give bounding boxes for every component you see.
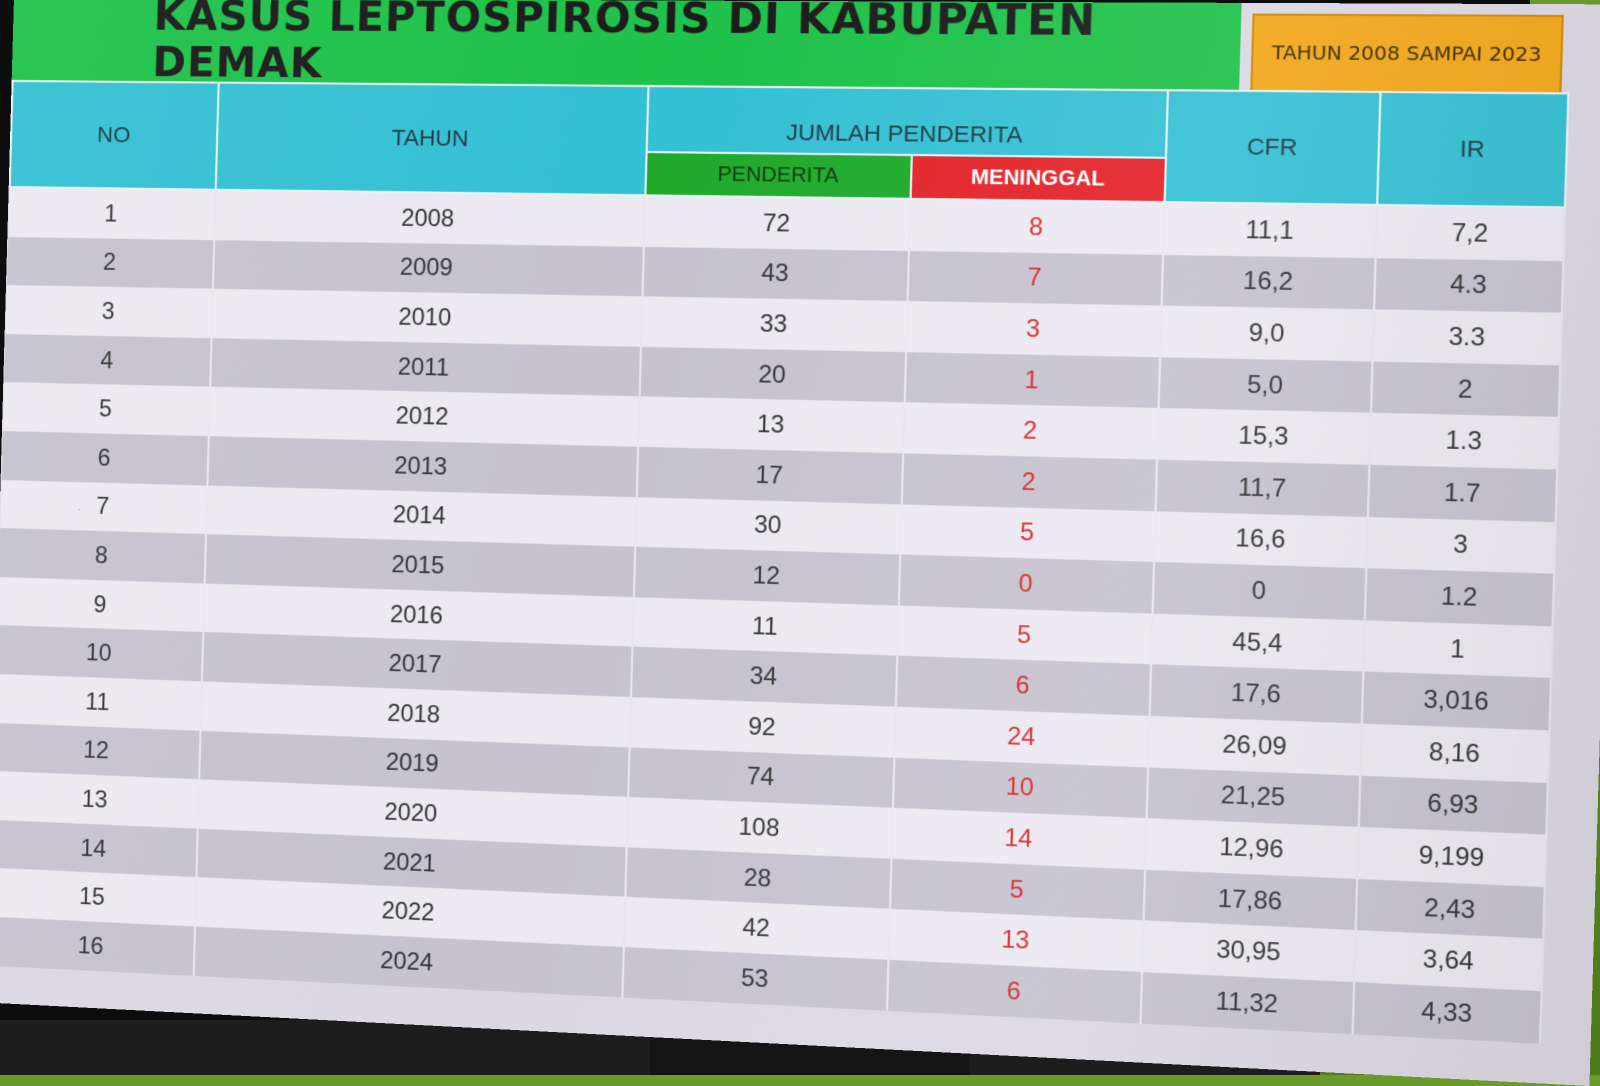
cell-meninggal: 8: [909, 199, 1165, 255]
cell-ir: 3: [1366, 517, 1555, 574]
leptospirosis-table: NO TAHUN JUMLAH PENDERITA CFR IR PENDERI…: [0, 80, 1570, 1043]
header-jumlah-penderita: JUMLAH PENDERITA: [647, 86, 1168, 158]
header-meninggal: MENINGGAL: [911, 155, 1166, 202]
cell-cfr: 11,7: [1156, 460, 1370, 517]
cell-ir: 2,43: [1356, 879, 1545, 939]
cell-meninggal: 0: [899, 555, 1154, 614]
cell-penderita: 17: [637, 447, 903, 504]
cell-ir: 1.7: [1368, 465, 1557, 522]
cell-ir: 3.3: [1373, 310, 1562, 366]
cell-no: 11: [0, 674, 202, 731]
cell-no: 6: [2, 431, 209, 485]
cell-ir: 3,64: [1354, 930, 1543, 991]
cell-cfr: 0: [1153, 562, 1367, 620]
cell-no: 7: [0, 480, 207, 535]
cell-ir: 4,33: [1353, 982, 1542, 1043]
cell-cfr: 11,1: [1163, 202, 1377, 258]
cell-ir: 1: [1363, 620, 1552, 678]
cell-no: 2: [7, 237, 214, 289]
cell-no: 13: [0, 771, 199, 828]
page-title: KASUS LEPTOSPIROSIS DI KABUPATEN DEMAK: [152, 0, 1242, 95]
cell-cfr: 15,3: [1157, 408, 1371, 465]
header-cfr: CFR: [1165, 90, 1381, 205]
cell-meninggal: 2: [902, 453, 1157, 511]
cell-tahun: 2010: [212, 289, 643, 347]
header-tahun: TAHUN: [216, 83, 649, 196]
cell-cfr: 16,2: [1162, 254, 1376, 309]
period-badge: TAHUN 2008 SAMPAI 2023: [1250, 14, 1564, 95]
cell-no: 9: [0, 577, 205, 633]
cell-penderita: 13: [638, 397, 904, 454]
cell-tahun: 2008: [214, 190, 645, 247]
cell-ir: 1.2: [1365, 568, 1554, 626]
cell-cfr: 45,4: [1151, 613, 1365, 671]
cell-ir: 8,16: [1360, 724, 1549, 783]
cell-no: 8: [0, 528, 206, 583]
cell-ir: 2: [1371, 361, 1560, 417]
cell-cfr: 11,32: [1141, 972, 1355, 1034]
cell-penderita: 72: [644, 195, 911, 250]
cell-penderita: 11: [632, 597, 898, 656]
cell-meninggal: 3: [906, 301, 1161, 357]
cell-no: 10: [0, 625, 203, 681]
cell-meninggal: 5: [897, 605, 1152, 664]
television: KASUS LEPTOSPIROSIS DI KABUPATEN DEMAK T…: [0, 0, 1530, 1020]
cell-cfr: 16,6: [1154, 511, 1368, 568]
table-body: 1 2008 72 8 11,1 7,2 2 2009 43 7 16,2 4.3 3 2010 33 3 9,…: [0, 187, 1565, 1043]
cell-ir: 4.3: [1374, 258, 1563, 313]
cell-penderita: 12: [634, 547, 900, 605]
cell-ir: 7,2: [1376, 205, 1565, 261]
header-no: NO: [10, 81, 219, 190]
cell-cfr: 9,0: [1160, 306, 1374, 362]
cell-cfr: 12,96: [1145, 818, 1359, 878]
cell-penderita: 33: [641, 297, 908, 352]
cell-cfr: 17,6: [1150, 665, 1364, 724]
cell-no: 5: [3, 382, 210, 436]
cell-meninggal: 2: [903, 403, 1158, 460]
cell-no: 4: [4, 334, 211, 387]
cell-cfr: 26,09: [1148, 716, 1362, 775]
cell-meninggal: 6: [887, 960, 1142, 1023]
title-banner: KASUS LEPTOSPIROSIS DI KABUPATEN DEMAK: [12, 0, 1242, 90]
cell-ir: 6,93: [1359, 775, 1548, 834]
cell-no: 12: [0, 722, 201, 779]
cell-meninggal: 1: [905, 352, 1160, 408]
cell-tahun: 2009: [213, 240, 644, 297]
cell-penderita: 30: [635, 497, 901, 555]
cell-no: 14: [0, 820, 198, 878]
cell-ir: 9,199: [1357, 827, 1546, 887]
header-ir: IR: [1377, 92, 1568, 207]
cell-penderita: 20: [640, 347, 907, 403]
cell-meninggal: 5: [900, 504, 1155, 562]
cell-cfr: 5,0: [1159, 357, 1373, 413]
cell-ir: 1.3: [1369, 413, 1558, 469]
cell-no: 1: [8, 187, 215, 240]
cell-meninggal: 7: [908, 251, 1163, 306]
cell-no: 16: [0, 917, 195, 976]
header-penderita: PENDERITA: [645, 152, 911, 199]
cell-meninggal: 6: [896, 656, 1151, 716]
cell-no: 3: [6, 285, 213, 338]
cell-penderita: 43: [642, 246, 909, 301]
cell-ir: 3,016: [1362, 672, 1551, 731]
cell-cfr: 21,25: [1147, 767, 1361, 827]
